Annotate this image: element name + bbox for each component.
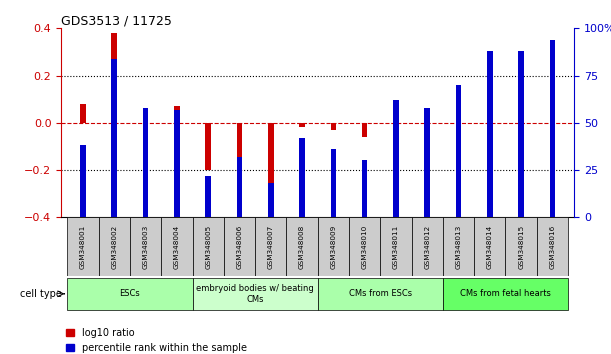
Text: CMs from ESCs: CMs from ESCs (349, 289, 412, 298)
Bar (456, 85, 461, 217)
Bar (111, 58, 117, 217)
Text: CMs from fetal hearts: CMs from fetal hearts (460, 289, 551, 298)
Bar (67, 278, 192, 310)
Bar (487, 51, 492, 217)
Bar (161, 217, 192, 276)
Text: GSM348009: GSM348009 (331, 224, 337, 269)
Text: GSM348005: GSM348005 (205, 224, 211, 269)
Bar (299, 138, 305, 217)
Bar (349, 217, 380, 276)
Bar (318, 217, 349, 276)
Text: cell type: cell type (20, 289, 62, 299)
Bar (456, 90, 461, 123)
Bar (518, 51, 524, 217)
Text: GDS3513 / 11725: GDS3513 / 11725 (61, 14, 172, 27)
Bar (67, 217, 98, 276)
Text: GSM348001: GSM348001 (80, 224, 86, 269)
Text: GSM348010: GSM348010 (362, 224, 368, 269)
Bar (331, 149, 336, 217)
Legend: log10 ratio, percentile rank within the sample: log10 ratio, percentile rank within the … (66, 328, 246, 353)
Bar (174, 106, 180, 123)
Bar (362, 160, 367, 217)
Bar (255, 217, 287, 276)
Bar (130, 217, 161, 276)
Bar (268, 183, 274, 217)
Bar (80, 145, 86, 217)
Text: embryoid bodies w/ beating
CMs: embryoid bodies w/ beating CMs (196, 284, 314, 303)
Bar (192, 217, 224, 276)
Bar (550, 45, 555, 123)
Text: GSM348012: GSM348012 (424, 224, 430, 269)
Bar (474, 217, 505, 276)
Bar (287, 217, 318, 276)
Bar (205, 176, 211, 217)
Text: GSM348003: GSM348003 (142, 224, 148, 269)
Bar (205, 123, 211, 170)
Bar (192, 278, 318, 310)
Text: GSM348008: GSM348008 (299, 224, 305, 269)
Bar (393, 100, 399, 217)
Bar (425, 108, 430, 217)
Bar (505, 217, 537, 276)
Text: GSM348011: GSM348011 (393, 224, 399, 269)
Bar (550, 40, 555, 217)
Bar (331, 123, 336, 130)
Bar (299, 123, 305, 127)
Text: GSM348015: GSM348015 (518, 224, 524, 269)
Bar (380, 217, 412, 276)
Text: ESCs: ESCs (120, 289, 141, 298)
Bar (425, 118, 430, 123)
Bar (143, 108, 148, 217)
Bar (268, 123, 274, 212)
Bar (393, 116, 399, 123)
Bar (537, 217, 568, 276)
Bar (318, 278, 443, 310)
Text: GSM348002: GSM348002 (111, 224, 117, 269)
Bar (224, 217, 255, 276)
Bar (443, 217, 474, 276)
Bar (80, 104, 86, 123)
Text: GSM348006: GSM348006 (236, 224, 243, 269)
Text: GSM348013: GSM348013 (456, 224, 461, 269)
Bar (412, 217, 443, 276)
Bar (362, 123, 367, 137)
Bar (98, 217, 130, 276)
Bar (518, 57, 524, 123)
Bar (487, 57, 492, 123)
Bar (111, 33, 117, 123)
Text: GSM348016: GSM348016 (549, 224, 555, 269)
Bar (236, 157, 243, 217)
Text: GSM348014: GSM348014 (487, 224, 493, 269)
Text: GSM348007: GSM348007 (268, 224, 274, 269)
Bar (143, 111, 148, 123)
Bar (236, 123, 243, 158)
Bar (443, 278, 568, 310)
Text: GSM348004: GSM348004 (174, 224, 180, 269)
Bar (174, 109, 180, 217)
